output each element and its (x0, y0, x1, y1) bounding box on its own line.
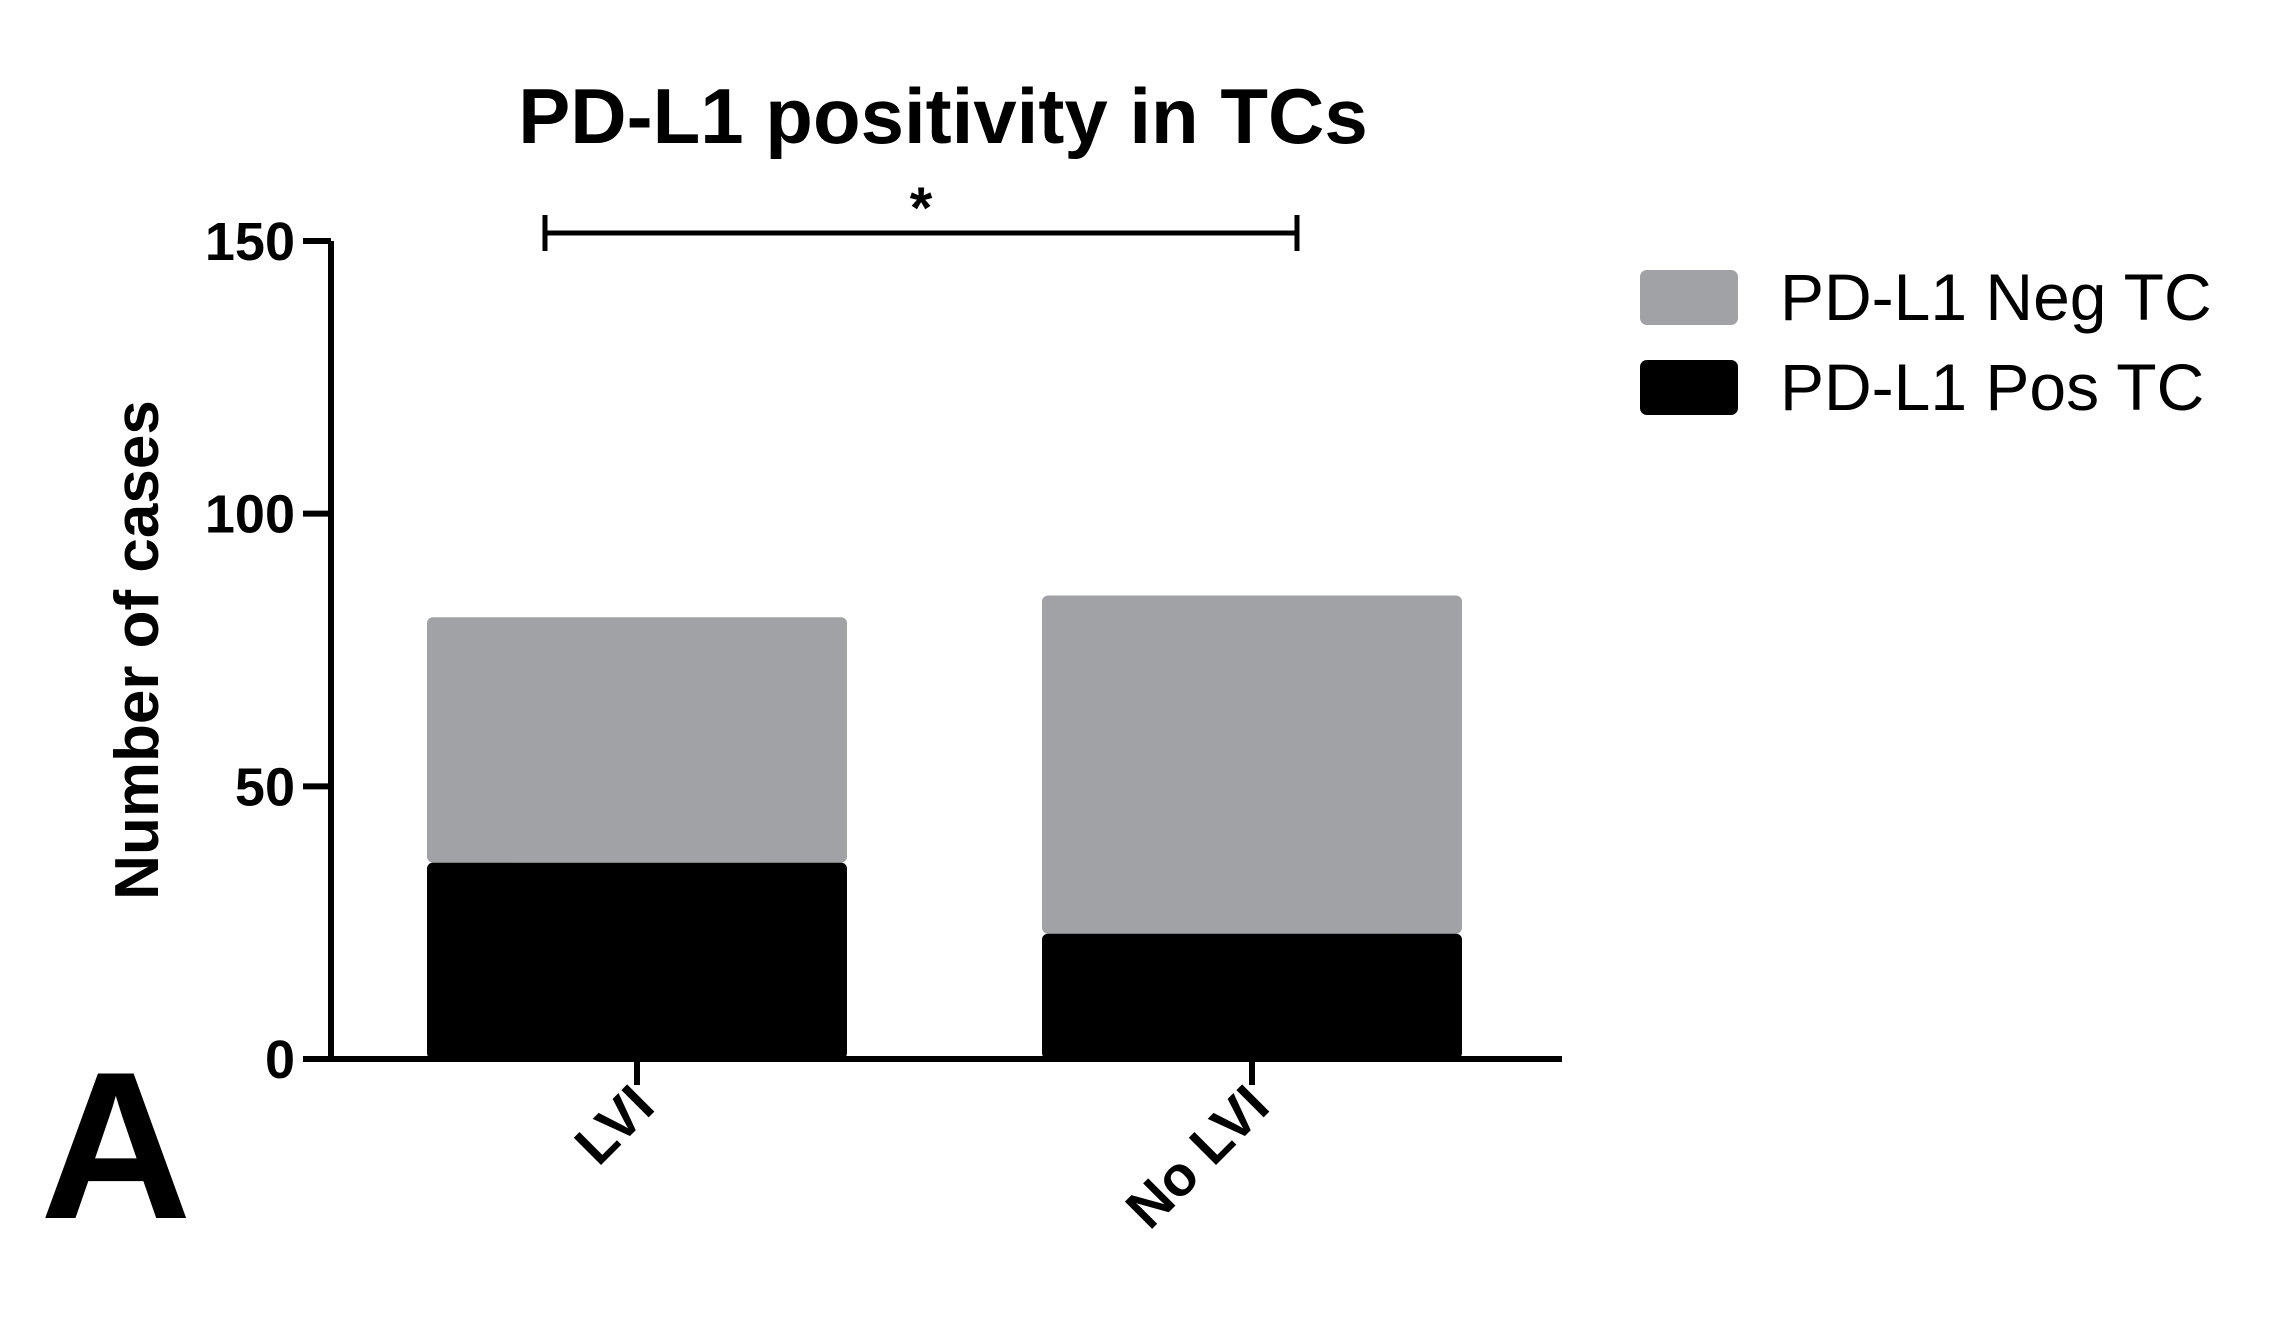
bar-pd-l1-pos-tc-lvi (427, 862, 847, 1059)
x-tick-label-no-lvi: No LVI (1113, 1073, 1280, 1240)
plot-area: 0 50 100 150 LVI No LVI * (205, 176, 1562, 1240)
legend-label-pd-l1-neg-tc: PD-L1 Neg TC (1780, 260, 2212, 334)
y-tick-label-0: 0 (265, 1030, 295, 1090)
bar-pd-l1-pos-tc-no-lvi (1042, 933, 1462, 1059)
chart-title: PD-L1 positivity in TCs (518, 72, 1367, 160)
x-tick-label-lvi: LVI (562, 1073, 665, 1176)
bar-pd-l1-neg-tc-lvi (427, 617, 847, 863)
legend: PD-L1 Neg TC PD-L1 Pos TC (1640, 260, 2212, 424)
y-axis-label: Number of cases (103, 400, 172, 900)
legend-swatch-pd-l1-pos-tc (1640, 360, 1738, 415)
significance-label: * (910, 176, 933, 241)
y-tick-label-150: 150 (205, 212, 295, 272)
y-tick-label-50: 50 (235, 757, 295, 817)
legend-swatch-pd-l1-neg-tc (1640, 270, 1738, 325)
y-tick-label-100: 100 (205, 485, 295, 545)
panel-label: A (40, 1028, 192, 1263)
bar-pd-l1-neg-tc-no-lvi (1042, 595, 1462, 934)
legend-label-pd-l1-pos-tc: PD-L1 Pos TC (1780, 350, 2204, 424)
